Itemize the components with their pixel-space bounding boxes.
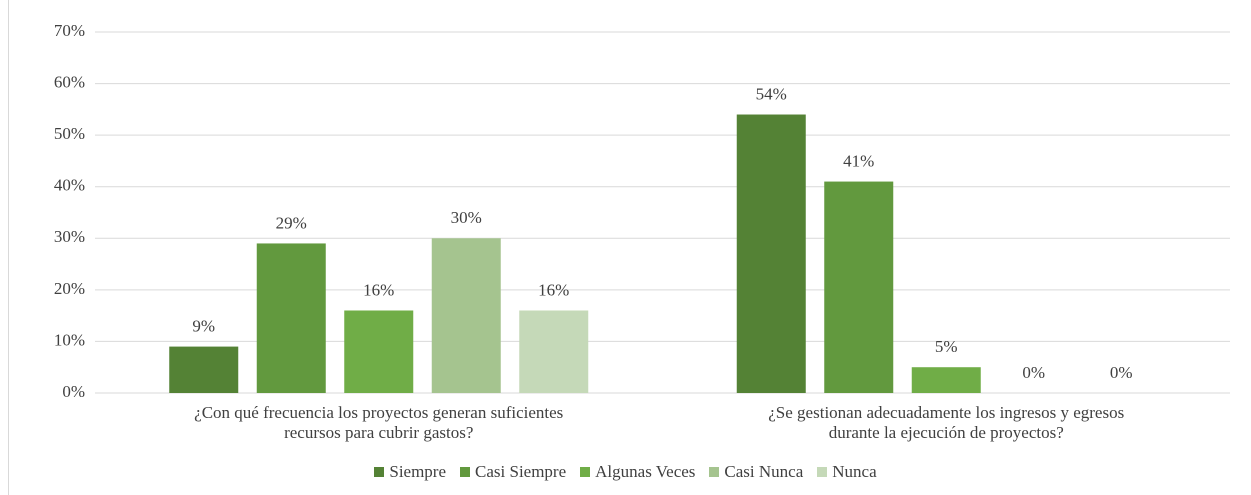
bar [519, 310, 589, 393]
bar [344, 310, 414, 393]
data-label: 30% [451, 208, 482, 227]
bar [911, 367, 981, 393]
data-label: 54% [756, 84, 787, 103]
legend-label: Algunas Veces [595, 462, 696, 481]
legend-item: Siempre [374, 462, 446, 482]
legend-swatch [580, 467, 591, 477]
legend-item: Casi Siempre [460, 462, 566, 482]
legend-label: Nunca [832, 462, 877, 481]
y-tick-label: 40% [54, 176, 85, 195]
data-label: 16% [363, 280, 394, 299]
y-tick-label: 60% [54, 72, 85, 91]
legend-item: Casi Nunca [709, 462, 803, 482]
y-tick-label: 20% [54, 279, 85, 298]
legend-item: Nunca [817, 462, 877, 482]
data-label: 5% [935, 337, 958, 356]
legend-swatch [709, 467, 720, 477]
legend-label: Casi Siempre [475, 462, 567, 481]
legend: Siempre Casi Siempre Algunas Veces Casi Nun… [0, 462, 1251, 482]
data-label: 9% [192, 316, 215, 335]
y-tick-label: 0% [62, 382, 85, 401]
y-tick-label: 70% [54, 21, 85, 40]
x-tick-label: ¿Se gestionan adecuadamente los ingresos… [768, 403, 1125, 442]
bar [736, 114, 806, 393]
data-label: 29% [276, 213, 307, 232]
x-tick-label: ¿Con qué frecuencia los proyectos genera… [194, 403, 564, 442]
legend-item: Algunas Veces [580, 462, 695, 482]
data-label: 16% [538, 280, 569, 299]
legend-label: Casi Nunca [724, 462, 804, 481]
data-label: 0% [1022, 363, 1045, 382]
bar [431, 238, 501, 393]
y-tick-label: 30% [54, 227, 85, 246]
data-label: 41% [843, 151, 874, 170]
y-tick-label: 50% [54, 124, 85, 143]
legend-swatch [460, 467, 471, 477]
legend-swatch [374, 467, 385, 477]
legend-label: Siempre [389, 462, 447, 481]
legend-swatch [817, 467, 828, 477]
bar [256, 243, 326, 393]
bar [169, 346, 239, 393]
y-tick-label: 10% [54, 330, 85, 349]
data-label: 0% [1110, 363, 1133, 382]
bar [824, 181, 894, 393]
